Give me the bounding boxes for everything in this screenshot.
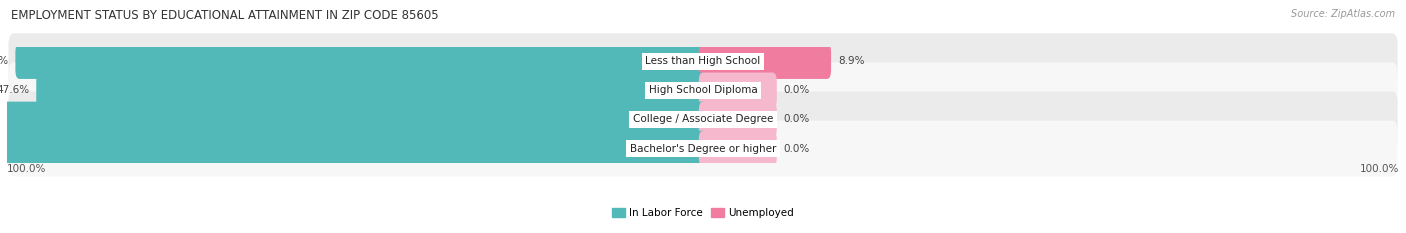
FancyBboxPatch shape xyxy=(15,43,707,79)
Text: 49.1%: 49.1% xyxy=(0,56,8,66)
Text: College / Associate Degree: College / Associate Degree xyxy=(633,114,773,124)
FancyBboxPatch shape xyxy=(8,92,1398,147)
Text: 47.6%: 47.6% xyxy=(0,85,30,95)
FancyBboxPatch shape xyxy=(37,72,707,108)
Text: 8.9%: 8.9% xyxy=(838,56,865,66)
FancyBboxPatch shape xyxy=(699,131,776,166)
FancyBboxPatch shape xyxy=(699,43,831,79)
Text: EMPLOYMENT STATUS BY EDUCATIONAL ATTAINMENT IN ZIP CODE 85605: EMPLOYMENT STATUS BY EDUCATIONAL ATTAINM… xyxy=(11,9,439,22)
Text: High School Diploma: High School Diploma xyxy=(648,85,758,95)
Text: 100.0%: 100.0% xyxy=(1360,164,1399,174)
FancyBboxPatch shape xyxy=(699,102,776,137)
Legend: In Labor Force, Unemployed: In Labor Force, Unemployed xyxy=(609,204,797,222)
FancyBboxPatch shape xyxy=(8,121,1398,176)
FancyBboxPatch shape xyxy=(699,72,776,108)
Text: Source: ZipAtlas.com: Source: ZipAtlas.com xyxy=(1291,9,1395,19)
FancyBboxPatch shape xyxy=(0,131,707,166)
FancyBboxPatch shape xyxy=(8,62,1398,118)
Text: 0.0%: 0.0% xyxy=(783,85,810,95)
Text: 0.0%: 0.0% xyxy=(783,144,810,154)
FancyBboxPatch shape xyxy=(8,33,1398,89)
Text: Less than High School: Less than High School xyxy=(645,56,761,66)
FancyBboxPatch shape xyxy=(0,102,707,137)
Text: 100.0%: 100.0% xyxy=(7,164,46,174)
Text: 0.0%: 0.0% xyxy=(783,114,810,124)
Text: Bachelor's Degree or higher: Bachelor's Degree or higher xyxy=(630,144,776,154)
